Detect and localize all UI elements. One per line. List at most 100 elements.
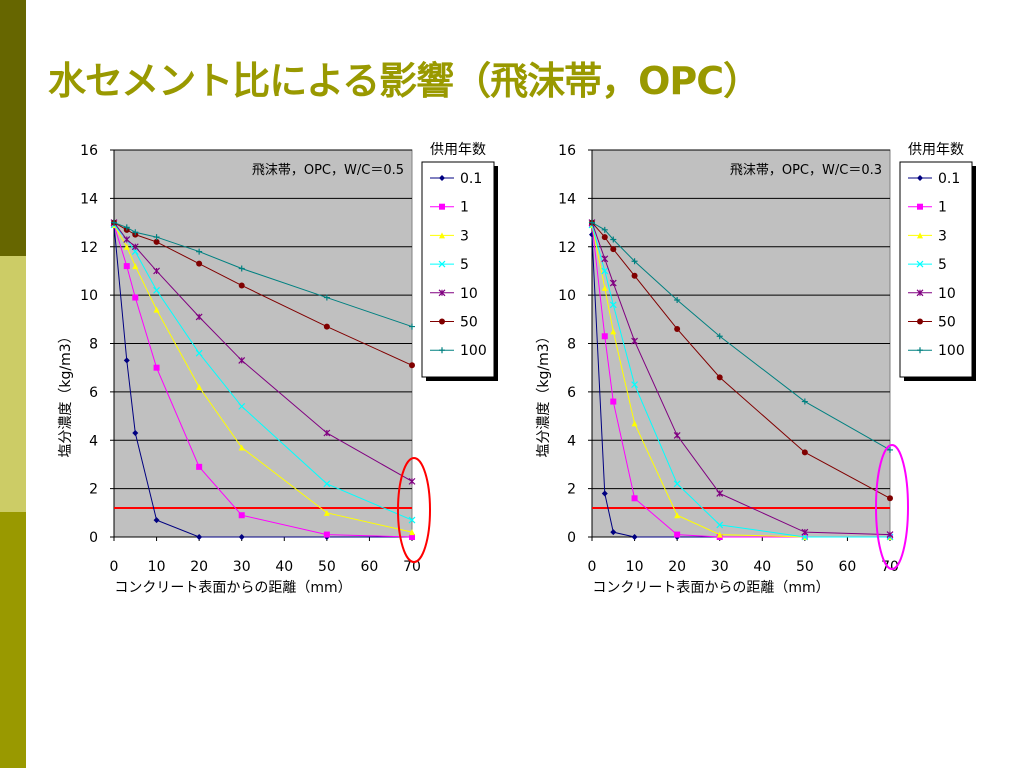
data-point bbox=[409, 323, 415, 330]
data-point bbox=[610, 398, 617, 405]
legend-marker bbox=[439, 175, 445, 181]
legend-label: 100 bbox=[938, 343, 965, 359]
data-point bbox=[631, 337, 638, 345]
data-point bbox=[716, 374, 723, 381]
data-point bbox=[153, 364, 160, 371]
data-point bbox=[716, 521, 724, 529]
series-line bbox=[113, 222, 413, 328]
data-point bbox=[195, 313, 203, 321]
legend-marker bbox=[439, 347, 445, 354]
data-point bbox=[601, 284, 608, 291]
data-point bbox=[323, 509, 330, 516]
highlight-ellipse bbox=[875, 444, 909, 570]
legend-title: 供用年数 bbox=[430, 142, 486, 158]
data-point bbox=[673, 431, 681, 439]
data-point bbox=[609, 279, 617, 287]
legend-item: 100 bbox=[908, 343, 965, 359]
data-point bbox=[238, 265, 245, 272]
legend-label: 0.1 bbox=[460, 171, 482, 187]
sidebar-block-mid bbox=[0, 512, 26, 768]
legend-item: 3 bbox=[430, 228, 469, 244]
legend-label: 10 bbox=[938, 286, 956, 302]
y-tick-label: 12 bbox=[80, 240, 98, 256]
data-point bbox=[123, 224, 130, 231]
legend-marker bbox=[439, 203, 445, 210]
legend-item: 5 bbox=[908, 257, 947, 273]
data-point bbox=[631, 420, 638, 427]
x-tick-label: 60 bbox=[839, 559, 857, 575]
data-point bbox=[610, 328, 617, 335]
data-point bbox=[408, 477, 416, 485]
data-point bbox=[408, 516, 416, 524]
series-line bbox=[591, 224, 890, 538]
x-axis-label: コンクリート表面からの距離（mm） bbox=[114, 579, 351, 596]
series-100 bbox=[111, 219, 415, 330]
series-line bbox=[113, 224, 412, 538]
y-tick-label: 0 bbox=[89, 530, 98, 546]
data-point bbox=[238, 512, 245, 519]
series-50 bbox=[589, 219, 893, 502]
legend-marker bbox=[917, 347, 923, 354]
data-point bbox=[238, 444, 245, 451]
data-point bbox=[887, 446, 893, 453]
data-point bbox=[323, 480, 331, 488]
legend-item: 0.1 bbox=[908, 171, 960, 187]
data-point bbox=[132, 229, 139, 236]
y-tick-label: 0 bbox=[567, 530, 576, 546]
series-line bbox=[591, 222, 891, 451]
legend-label: 50 bbox=[938, 315, 956, 331]
data-point bbox=[238, 282, 245, 289]
y-tick-label: 16 bbox=[80, 143, 98, 159]
y-tick-label: 6 bbox=[567, 385, 576, 401]
legend-item: 50 bbox=[908, 315, 956, 331]
data-point bbox=[610, 529, 617, 536]
sidebar-block-dark bbox=[0, 0, 26, 256]
data-point bbox=[801, 528, 809, 536]
series-10 bbox=[588, 219, 894, 539]
legend-marker bbox=[438, 289, 446, 297]
x-tick-label: 70 bbox=[403, 559, 421, 575]
data-point bbox=[123, 357, 130, 364]
data-point bbox=[610, 236, 617, 243]
data-point bbox=[674, 531, 681, 538]
data-point bbox=[716, 490, 724, 497]
x-tick-label: 40 bbox=[275, 559, 293, 575]
legend-item: 1 bbox=[430, 200, 469, 216]
data-point bbox=[716, 531, 723, 538]
series-100 bbox=[589, 219, 893, 453]
legend: 供用年数 0.1 1 3 5 10 50 100 bbox=[899, 142, 976, 381]
data-point bbox=[123, 263, 130, 270]
y-axis-label: 塩分濃度（kg/m3） bbox=[536, 329, 552, 457]
legend-label: 3 bbox=[938, 228, 947, 244]
sidebar-block-light bbox=[0, 256, 26, 512]
data-point bbox=[196, 463, 203, 470]
legend-item: 0.1 bbox=[430, 171, 482, 187]
data-point bbox=[238, 402, 246, 410]
data-point bbox=[601, 234, 608, 241]
x-tick-label: 30 bbox=[711, 559, 729, 575]
data-point bbox=[153, 306, 160, 313]
legend-marker bbox=[917, 175, 923, 181]
legend-box bbox=[899, 161, 973, 378]
data-point bbox=[323, 323, 330, 330]
y-tick-label: 12 bbox=[558, 240, 576, 256]
data-point bbox=[196, 384, 203, 391]
series-line bbox=[591, 224, 890, 538]
y-tick-label: 16 bbox=[558, 143, 576, 159]
data-point bbox=[674, 296, 681, 303]
y-tick-label: 10 bbox=[80, 288, 98, 304]
x-tick-label: 20 bbox=[190, 559, 208, 575]
data-point bbox=[111, 219, 117, 226]
data-point bbox=[153, 267, 160, 275]
chart-annotation: 飛沫帯，OPC，W/C＝0.3 bbox=[730, 163, 882, 178]
data-point bbox=[674, 512, 681, 519]
series-line bbox=[113, 224, 413, 533]
y-tick-label: 10 bbox=[558, 288, 576, 304]
x-tick-label: 30 bbox=[233, 559, 251, 575]
legend-item: 1 bbox=[908, 200, 947, 216]
legend-label: 3 bbox=[460, 228, 469, 244]
y-tick-label: 8 bbox=[89, 337, 98, 353]
data-point bbox=[601, 333, 608, 340]
